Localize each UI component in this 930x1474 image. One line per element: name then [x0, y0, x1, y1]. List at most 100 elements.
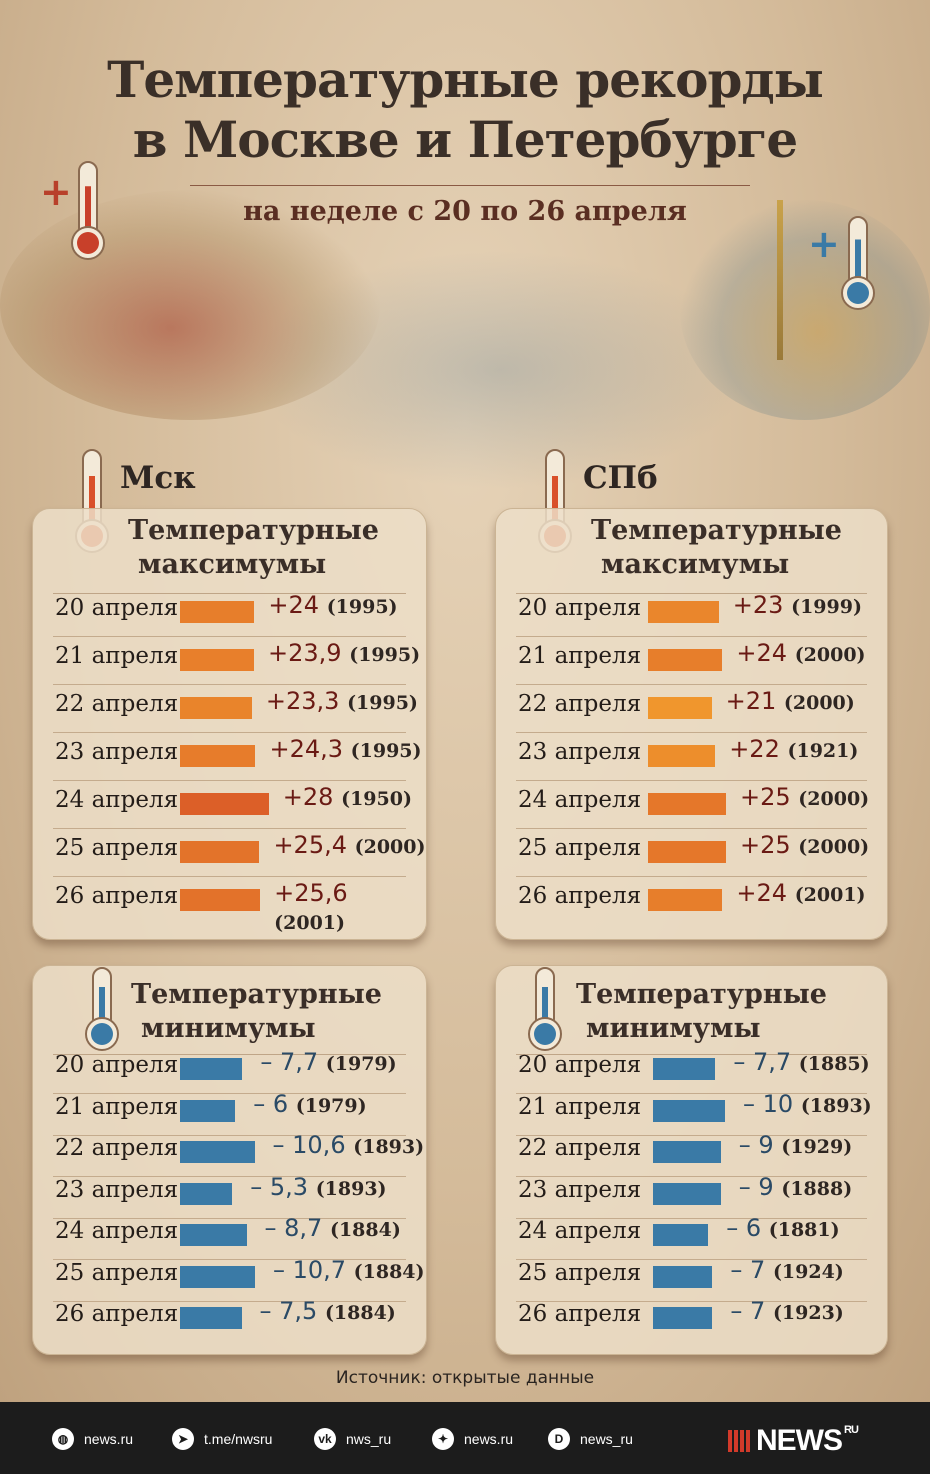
footer-link[interactable]: vk nws_ru — [314, 1428, 391, 1450]
date-label: 22 апреля — [55, 1135, 179, 1161]
logo-mark-icon — [728, 1430, 750, 1452]
row-divider — [53, 1300, 406, 1302]
record-value: +23,3 (1995) — [265, 687, 418, 715]
record-year: (1888) — [781, 1177, 853, 1200]
record-value: – 8,7 (1884) — [264, 1214, 401, 1242]
page-title: Температурные рекорды в Москве и Петербур… — [107, 50, 824, 169]
record-value: +25,6 (2001) — [274, 879, 348, 934]
record-value: – 10,6 (1893) — [272, 1131, 425, 1159]
date-label: 24 апреля — [518, 787, 642, 813]
value-bar — [653, 1099, 725, 1122]
footer-link-label: news.ru — [84, 1431, 134, 1447]
peter-paul-fortress-illustration — [680, 200, 930, 420]
table-row: 22 апреля +21 (2000) — [496, 685, 887, 733]
row-divider — [516, 780, 867, 781]
record-value: +24 (1995) — [268, 591, 398, 619]
plus-icon: + — [40, 170, 72, 214]
row-divider — [516, 684, 867, 685]
footer-link[interactable]: ◍ news.ru — [52, 1428, 133, 1450]
divider — [53, 1054, 406, 1055]
record-value: +25,4 (2000) — [273, 831, 426, 859]
globe-icon: ◍ — [52, 1428, 74, 1450]
record-year: (1893) — [353, 1136, 425, 1158]
telegram-icon: ➤ — [172, 1428, 194, 1450]
city-label: СПб — [583, 460, 658, 496]
footer-link[interactable]: ➤ t.me/nwsru — [172, 1428, 272, 1450]
row-divider — [53, 684, 406, 685]
record-value: +22 (1921) — [729, 735, 859, 763]
date-label: 25 апреля — [55, 835, 179, 861]
value-bar — [648, 649, 723, 671]
table-row: 23 апреля – 5,3 (1893) — [33, 1171, 426, 1219]
footer-link-label: news_ru — [580, 1431, 633, 1447]
value-bar — [648, 793, 726, 815]
row-divider — [53, 1134, 406, 1136]
row-divider — [53, 732, 406, 733]
value-bar — [648, 601, 719, 623]
date-label: 22 апреля — [55, 691, 179, 717]
record-value: +28 (1950) — [282, 783, 412, 811]
date-label: 25 апреля — [55, 1259, 179, 1286]
value-bar — [648, 841, 726, 863]
value-bar — [180, 793, 269, 815]
record-value: +24,3 (1995) — [269, 735, 422, 763]
thermometer-cold-icon — [85, 967, 119, 1051]
row-divider — [53, 1259, 406, 1260]
table-row: 24 апреля – 8,7 (1884) — [33, 1212, 426, 1260]
record-year: (1995) — [347, 692, 418, 714]
record-value: – 9 (1929) — [738, 1131, 853, 1159]
record-value: +25 (2000) — [740, 783, 870, 811]
row-divider — [53, 876, 406, 877]
table-row: 23 апреля +22 (1921) — [496, 733, 887, 781]
row-divider — [516, 828, 867, 829]
record-value: – 7 (1924) — [730, 1255, 844, 1284]
footer-link[interactable]: ✦ news.ru — [432, 1428, 513, 1450]
row-divider — [53, 1093, 406, 1094]
date-label: 23 апреля — [518, 739, 642, 765]
record-value: +23,9 (1995) — [268, 639, 421, 667]
record-value: – 7,7 (1979) — [260, 1048, 397, 1076]
record-value: – 7 (1923) — [730, 1297, 844, 1325]
row-divider — [516, 1259, 867, 1260]
value-bar — [648, 889, 723, 911]
plus-icon: + — [808, 222, 840, 266]
row-divider — [516, 1300, 867, 1302]
table-row: 26 апреля – 7,5 (1884) — [33, 1295, 426, 1343]
date-label: 26 апреля — [518, 1301, 642, 1327]
panel-title: Температурные максимумы — [591, 515, 842, 580]
divider — [516, 593, 867, 594]
logo-text: NEWS — [756, 1424, 843, 1457]
title-divider — [190, 185, 750, 186]
record-value: +24 (2001) — [736, 879, 866, 907]
zen-icon: ✦ — [432, 1428, 454, 1450]
date-label: 21 апреля — [518, 1093, 642, 1120]
divider — [516, 1054, 867, 1055]
record-year: (1999) — [791, 596, 862, 618]
row-divider — [516, 1217, 867, 1219]
record-year: (1995) — [350, 740, 422, 762]
record-year: (2000) — [783, 692, 855, 714]
record-year: (1950) — [341, 788, 412, 810]
news-ru-logo[interactable]: NEWS RU — [728, 1424, 859, 1458]
thermometer-hot-icon — [71, 161, 105, 260]
row-divider — [516, 636, 867, 637]
value-bar — [180, 1182, 233, 1205]
value-bar — [653, 1307, 713, 1329]
value-bar — [648, 697, 712, 719]
table-row: 22 апреля – 9 (1929) — [496, 1129, 887, 1177]
minima-panel: Температурные минимумы 20 апреля – 7,7 (1… — [495, 965, 888, 1355]
table-row: 26 апреля +24 (2001) — [496, 877, 887, 925]
row-divider — [53, 636, 406, 637]
record-value: – 6 (1881) — [726, 1214, 840, 1242]
row-divider — [516, 1093, 867, 1094]
row-divider — [53, 1176, 406, 1177]
date-label: 25 апреля — [518, 835, 642, 861]
value-bar — [180, 1141, 255, 1163]
panel-title: Температурные максимумы — [128, 515, 379, 580]
value-bar — [180, 745, 256, 767]
table-row: 22 апреля +23,3 (1995) — [33, 685, 426, 733]
table-row: 24 апреля +25 (2000) — [496, 781, 887, 829]
date-label: 20 апреля — [518, 1052, 642, 1078]
record-value: – 9 (1888) — [738, 1172, 853, 1201]
